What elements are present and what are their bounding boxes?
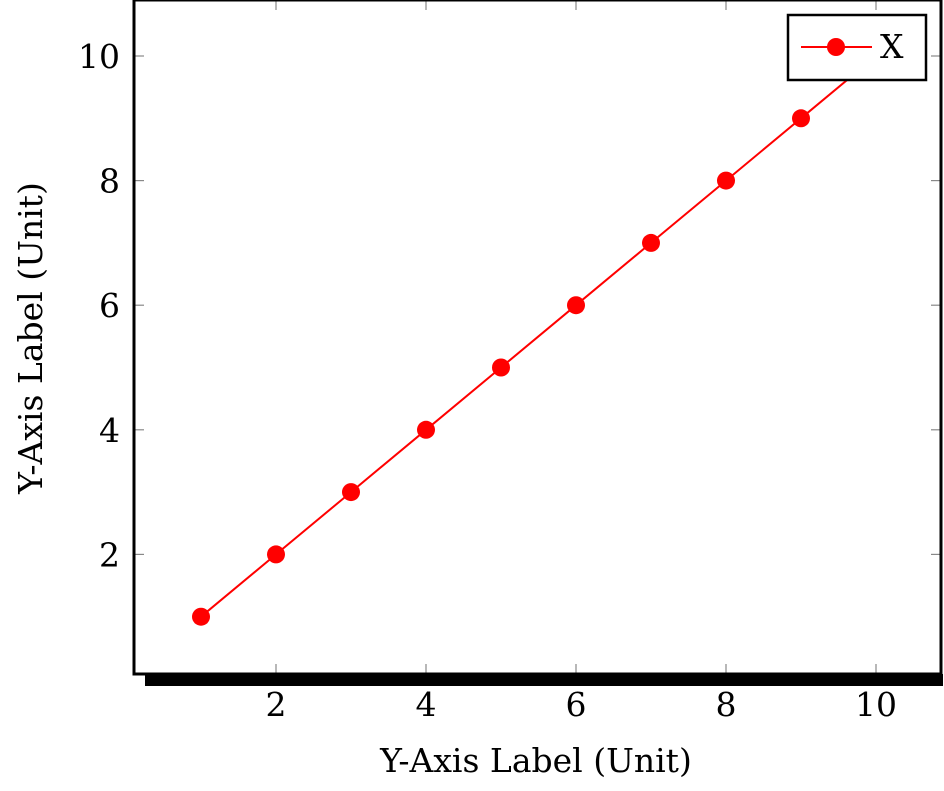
data-point [342, 483, 360, 502]
data-point [192, 607, 210, 626]
y-tick-label: 6 [99, 286, 120, 325]
data-point [792, 109, 810, 128]
x-tick-labels: 2 4 6 8 10 [266, 685, 898, 724]
y-tick-label: 8 [99, 162, 120, 201]
x-axis-baseline [145, 674, 943, 686]
series-layer [192, 47, 885, 626]
data-point [567, 296, 585, 315]
x-tick-label: 6 [566, 685, 587, 724]
data-point [642, 233, 660, 252]
x-tick-label: 10 [855, 685, 897, 724]
y-tick-label: 2 [99, 535, 120, 574]
x-axis-title: Y-Axis Label (Unit) [379, 741, 692, 780]
y-tick-label: 4 [99, 411, 120, 450]
data-point [267, 545, 285, 564]
legend-marker [827, 38, 845, 56]
data-point [492, 358, 510, 377]
y-tick-label: 10 [78, 37, 120, 76]
x-tick-label: 2 [266, 685, 287, 724]
y-tick-labels: 2 4 6 8 10 [78, 37, 120, 574]
legend: X [786, 13, 928, 82]
data-point [717, 171, 735, 190]
series-line [200, 55, 877, 618]
axis-ticks [134, 0, 941, 674]
x-tick-label: 8 [716, 685, 737, 724]
legend-label: X [880, 27, 904, 66]
data-point [417, 420, 435, 439]
x-tick-label: 4 [416, 685, 437, 724]
y-axis-title: Y-Axis Label (Unit) [11, 182, 50, 495]
